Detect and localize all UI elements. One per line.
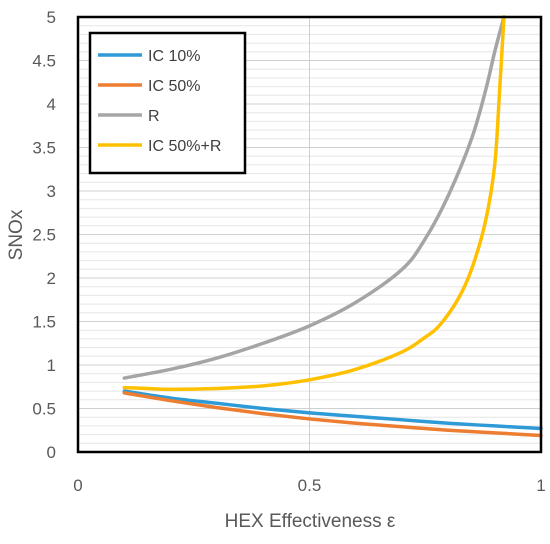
x-tick-label: 1 (536, 476, 545, 495)
y-tick-label: 1 (47, 356, 56, 375)
series-line-r (122, 15, 506, 380)
y-tick-label: 0 (47, 443, 56, 462)
y-tick-label: 2.5 (32, 226, 56, 245)
x-tick-label: 0.5 (298, 476, 322, 495)
y-tick-label: 4.5 (32, 52, 56, 71)
series-line-ic-50 (122, 391, 543, 438)
y-tick-label: 3.5 (32, 139, 56, 158)
y-tick-label: 1.5 (32, 313, 56, 332)
y-tick-label: 5 (47, 8, 56, 27)
legend-label: IC 10% (148, 48, 200, 65)
y-axis-title: SNOx (6, 209, 27, 260)
legend-label: IC 50% (148, 78, 200, 95)
series-line-ic-50-r (122, 15, 506, 392)
y-tick-label: 2 (47, 269, 56, 288)
y-tick-label: 3 (47, 182, 56, 201)
x-axis-title: HEX Effectiveness ε (225, 511, 396, 532)
y-tick-label: 0.5 (32, 400, 56, 419)
tick-labels: 0 0.5 1 1.5 2 2.5 3 3.5 4 4.5 5 0 0.5 1 (32, 8, 545, 495)
y-tick-label: 4 (47, 95, 56, 114)
series-line-ic-10 (122, 389, 543, 431)
x-tick-label: 0 (73, 476, 82, 495)
plot-frame (76, 15, 543, 454)
series-lines (122, 15, 543, 438)
legend: IC 10% IC 50% R IC 50%+R (88, 31, 247, 175)
legend-label: IC 50%+R (148, 138, 221, 155)
legend-label: R (148, 108, 160, 125)
